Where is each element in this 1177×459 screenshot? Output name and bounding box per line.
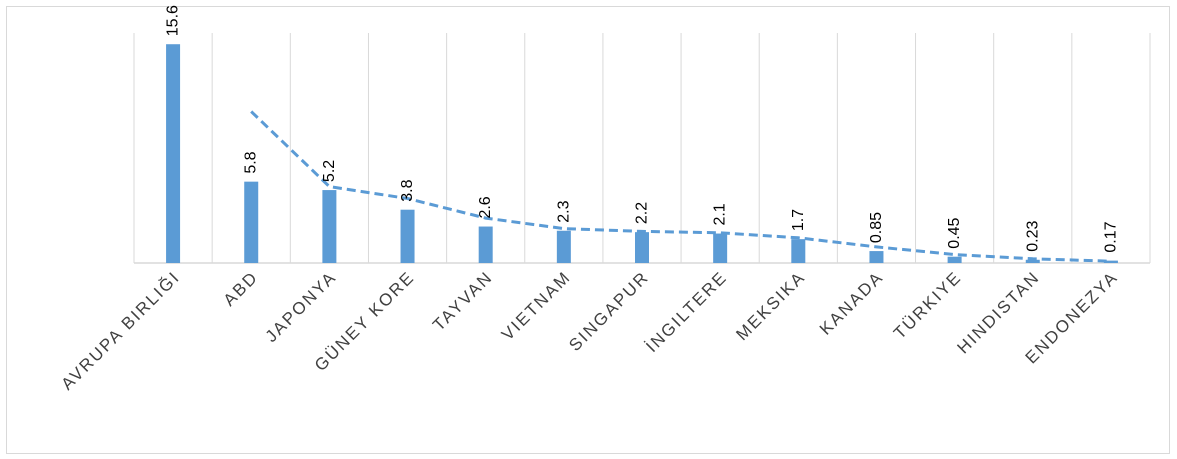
bar-guney-kore (400, 209, 415, 263)
bar-ingiltere (713, 233, 728, 263)
data-label-avrupa-birligi: 15.6 (165, 5, 182, 36)
data-label-meksika: 1.7 (790, 209, 807, 231)
bar-vietnam (556, 230, 571, 263)
data-label-singapur: 2.2 (634, 202, 651, 224)
x-tick-label-vietnam: VIETNAM (498, 267, 575, 344)
x-tick-label-singapur: SINGAPUR (565, 267, 653, 355)
data-label-endonezya: 0.17 (1102, 221, 1119, 252)
x-tick-label-meksika: MEKSIKA (732, 267, 809, 344)
x-tick-label-japonya: JAPONYA (262, 267, 341, 346)
bar-turkiye (947, 256, 962, 263)
bar-kanada (869, 251, 884, 263)
data-label-guney-kore: 3.8 (399, 179, 416, 201)
x-tick-label-tayvan: TAYVAN (429, 267, 496, 334)
data-label-kanada: 0.85 (868, 212, 885, 243)
bar-abd (244, 181, 259, 263)
grid-lines (133, 33, 1151, 264)
data-label-japonya: 5.2 (321, 160, 338, 182)
trendline-group (250, 110, 1111, 263)
data-label-turkiye: 0.45 (946, 217, 963, 248)
bar-tayvan (478, 226, 493, 263)
bar-meksika (791, 239, 806, 263)
bars (166, 44, 1118, 263)
bar-avrupa-birligi (166, 44, 181, 263)
x-tick-label-ingiltere: İNGILTERE (642, 267, 731, 356)
data-labels: 15.6 5.8 5.2 3.8 2.6 2.3 2.2 2.1 1.7 0.85 0.45 0.23… (165, 5, 1120, 253)
trendline (250, 110, 1111, 263)
x-tick-label-kanada: KANADA (816, 267, 887, 338)
bar-japonya (322, 190, 337, 263)
x-tick-label-hindistan: HINDISTAN (954, 267, 1044, 357)
bar-hindistan (1025, 259, 1040, 263)
x-tick-label-turkiye: TÜRKIYE (890, 267, 965, 342)
data-label-tayvan: 2.6 (477, 196, 494, 218)
x-tick-label-abd: ABD (220, 267, 262, 309)
data-label-abd: 5.8 (243, 151, 260, 173)
bar-singapur (635, 232, 649, 263)
data-label-hindistan: 0.23 (1024, 221, 1041, 252)
data-label-ingiltere: 2.1 (712, 203, 729, 225)
bar-endonezya (1103, 260, 1118, 263)
data-label-vietnam: 2.3 (555, 200, 572, 222)
x-tick-label-avrupa-birligi: AVRUPA BIRLIĞI (58, 267, 184, 393)
